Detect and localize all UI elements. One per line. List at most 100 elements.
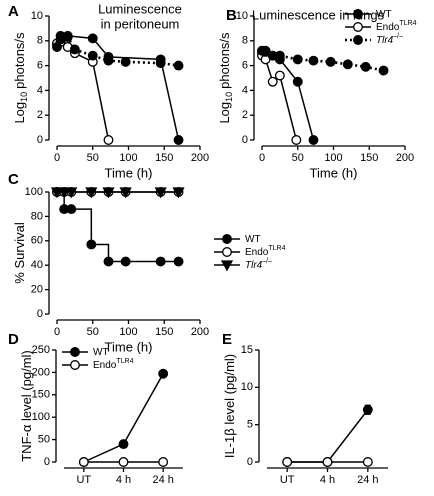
x-tick-label: 24 h: [152, 474, 173, 486]
marker: [102, 187, 115, 199]
legend-sup: TLR4: [399, 20, 416, 27]
series-line: [57, 191, 179, 263]
marker: [155, 58, 166, 69]
marker: [282, 457, 293, 467]
marker: [173, 256, 184, 267]
x-tick-label: 4 h: [116, 474, 131, 486]
marker: [353, 22, 363, 32]
x-tick-label: 50: [292, 152, 304, 164]
marker: [70, 347, 80, 357]
panel-label: B: [226, 7, 237, 24]
marker: [65, 187, 78, 199]
legend-label: Tlr4–/–: [245, 258, 272, 271]
x-tick-label: 50: [87, 152, 99, 164]
x-axis-label: Time (h): [105, 339, 153, 354]
marker: [119, 187, 132, 199]
marker: [158, 368, 169, 379]
marker: [62, 32, 73, 43]
x-tick-label: 150: [155, 326, 173, 338]
y-tick-label: 50: [38, 434, 50, 446]
marker: [172, 187, 185, 199]
y-tick-label: 250: [32, 344, 50, 356]
marker: [155, 256, 166, 267]
marker: [360, 61, 371, 72]
marker: [173, 60, 184, 71]
x-tick-label: 0: [54, 326, 60, 338]
y-tick-label: 0: [37, 308, 43, 320]
y-tick-label: 10: [241, 381, 253, 393]
marker: [78, 457, 89, 467]
x-axis-label: Time (h): [310, 165, 358, 180]
x-tick-label: 24 h: [357, 474, 378, 486]
y-tick-label: 80: [31, 210, 43, 222]
y-label-text: TNF-α level (pg/ml): [19, 350, 34, 462]
y-tick-label: 60: [31, 235, 43, 247]
marker: [70, 360, 80, 370]
marker: [118, 457, 129, 467]
legend-sup: –/–: [262, 258, 272, 265]
x-tick-label: 0: [259, 152, 265, 164]
y-tick-label: 0: [37, 134, 43, 146]
legend-name: WT: [245, 234, 261, 245]
marker: [353, 9, 363, 19]
y-tick-label: 10: [236, 10, 248, 22]
x-tick-label: 50: [87, 326, 99, 338]
legend-name: Endo: [245, 247, 269, 258]
marker: [87, 33, 98, 44]
panel-label: C: [8, 171, 19, 188]
legend-label: WT: [93, 347, 109, 358]
marker: [103, 135, 114, 145]
panel-4: E 0 5 10 15 UT 4 h 24 h IL-1β level (pg/ml): [222, 331, 388, 486]
y-tick-label: 10: [31, 10, 43, 22]
legend-label: EndoTLR4: [93, 358, 134, 371]
marker: [274, 50, 285, 61]
y-tick-label: 8: [37, 35, 43, 47]
legend-name: Tlr4: [245, 260, 263, 271]
marker: [69, 44, 80, 55]
series-line: [56, 41, 110, 141]
series-line: [261, 55, 298, 141]
chart-title: Luminescence: [98, 1, 182, 16]
y-axis-label: Log10 photons/s: [12, 32, 29, 124]
x-tick-label: 0: [54, 152, 60, 164]
panel-label: E: [222, 331, 232, 348]
legend-label: EndoTLR4: [376, 20, 417, 33]
panel-3: D 0 50 100 150 200 250 UT 4 h 24 h TNF-α level (pg…: [8, 331, 183, 486]
legend-label: WT: [245, 234, 261, 245]
marker: [50, 187, 64, 199]
y-tick-label: 15: [241, 344, 253, 356]
legend-name: Endo: [376, 22, 400, 33]
legend-sup: –/–: [393, 33, 403, 40]
marker: [120, 56, 131, 67]
chart-title: Luminescence in lungs: [252, 7, 385, 22]
marker: [274, 70, 285, 81]
y-label-rest: photons/s: [12, 32, 27, 89]
marker: [118, 439, 129, 450]
y-label-sub: 10: [19, 92, 29, 102]
y-label-text: IL-1β level (pg/ml): [222, 354, 237, 458]
marker: [362, 404, 373, 415]
x-tick-label: 100: [324, 152, 342, 164]
marker: [66, 204, 77, 215]
x-tick-label: 200: [191, 326, 209, 338]
y-tick-label: 0: [44, 456, 50, 468]
x-tick-label: UT: [280, 474, 295, 486]
y-tick-label: 8: [242, 35, 248, 47]
x-tick-label: UT: [76, 474, 91, 486]
y-tick-label: 20: [31, 284, 43, 296]
marker: [58, 187, 71, 199]
series-line: [287, 409, 369, 463]
y-axis-label: Log10 photons/s: [217, 32, 234, 124]
x-tick-label: 150: [360, 152, 378, 164]
y-tick-label: 0: [247, 456, 253, 468]
marker: [325, 56, 336, 67]
x-tick-label: 150: [155, 152, 173, 164]
marker: [378, 65, 389, 76]
legend-label: WT: [376, 9, 392, 20]
y-tick-label: 40: [31, 259, 43, 271]
marker: [154, 187, 167, 199]
legend-name: Endo: [93, 360, 117, 371]
marker: [173, 135, 184, 145]
